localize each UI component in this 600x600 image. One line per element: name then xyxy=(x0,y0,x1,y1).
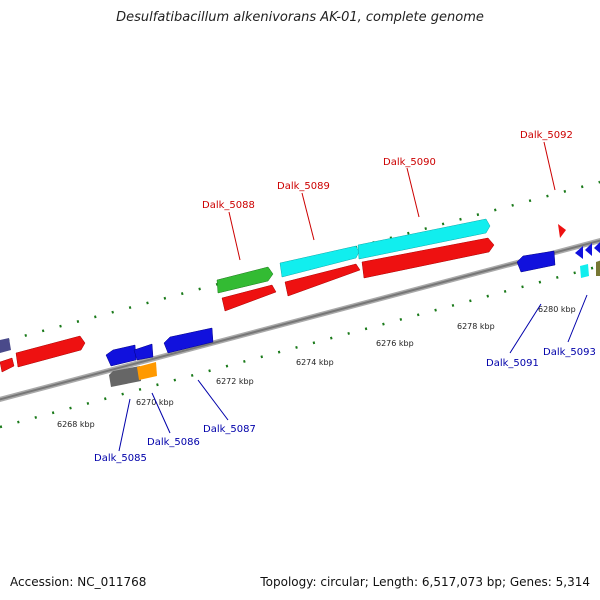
gene-slate-arrow[interactable] xyxy=(0,338,11,353)
gene-cyan-small-arrow[interactable] xyxy=(580,264,589,278)
gene-red-arrow[interactable] xyxy=(0,357,15,373)
gene-cyan-arrow[interactable] xyxy=(357,218,491,260)
leader-line xyxy=(509,303,542,354)
gene-label-dalk-5089[interactable]: Dalk_5089 xyxy=(277,181,330,192)
leader-line xyxy=(567,294,588,343)
gene-red-arrow[interactable] xyxy=(284,263,361,297)
forward-gene-labels: Dalk_5088 Dalk_5089 Dalk_5090 Dalk_5092 xyxy=(202,130,573,261)
accession-text: Accession: NC_011768 xyxy=(10,575,147,589)
tick-label: 6272 kbp xyxy=(216,377,254,386)
tick-label: 6268 kbp xyxy=(57,420,95,429)
gene-red-arrow[interactable] xyxy=(361,237,495,279)
gene-label-dalk-5088[interactable]: Dalk_5088 xyxy=(202,200,255,211)
leader-line xyxy=(301,192,315,241)
gene-blue-arrow[interactable] xyxy=(516,250,556,273)
gene-blue-small-arrow[interactable] xyxy=(585,243,592,256)
gene-blue-arrow[interactable] xyxy=(133,343,154,361)
reverse-gene-labels: Dalk_5085 Dalk_5086 Dalk_5087 Dalk_5091 … xyxy=(94,294,596,464)
gene-label-dalk-5085[interactable]: Dalk_5085 xyxy=(94,453,147,464)
gene-blue-small-arrow[interactable] xyxy=(594,241,600,254)
gene-grey-arrow[interactable] xyxy=(109,366,141,387)
gene-cyan-arrow[interactable] xyxy=(279,245,360,278)
gene-blue-arrow[interactable] xyxy=(163,327,214,354)
gene-track-reverse xyxy=(0,241,600,387)
gene-label-dalk-5091[interactable]: Dalk_5091 xyxy=(486,358,539,369)
gene-blue-small-arrow[interactable] xyxy=(575,246,583,259)
gene-label-dalk-5087[interactable]: Dalk_5087 xyxy=(203,424,256,435)
leader-line xyxy=(406,167,420,218)
gene-track-forward xyxy=(0,218,566,373)
gene-label-dalk-5092[interactable]: Dalk_5092 xyxy=(520,130,573,141)
genome-summary-text: Topology: circular; Length: 6,517,073 bp… xyxy=(260,575,590,589)
leader-line xyxy=(543,141,556,191)
leader-line xyxy=(151,392,171,434)
tick-label: 6270 kbp xyxy=(136,398,174,407)
leader-line xyxy=(197,379,229,421)
tick-label: 6276 kbp xyxy=(376,339,414,348)
tick-label: 6280 kbp xyxy=(538,305,576,314)
tick-labels: 6268 kbp 6270 kbp 6272 kbp 6274 kbp 6276… xyxy=(57,305,576,429)
leader-line xyxy=(118,398,131,452)
gene-red-small-arrow[interactable] xyxy=(558,224,566,238)
map-title: Desulfatibacillum alkenivorans AK-01, co… xyxy=(116,10,484,25)
gene-green-arrow[interactable] xyxy=(216,266,274,294)
leader-line xyxy=(228,211,241,261)
gene-label-dalk-5090[interactable]: Dalk_5090 xyxy=(383,157,436,168)
gene-olive-arrow[interactable] xyxy=(596,260,600,276)
gene-red-arrow[interactable] xyxy=(15,335,86,368)
gene-label-dalk-5093[interactable]: Dalk_5093 xyxy=(543,347,596,358)
tick-label: 6274 kbp xyxy=(296,358,334,367)
gene-label-dalk-5086[interactable]: Dalk_5086 xyxy=(147,437,200,448)
gene-orange-arrow[interactable] xyxy=(137,362,157,380)
tick-label: 6278 kbp xyxy=(457,322,495,331)
genome-backbone xyxy=(0,238,600,402)
gene-red-arrow[interactable] xyxy=(221,284,277,312)
